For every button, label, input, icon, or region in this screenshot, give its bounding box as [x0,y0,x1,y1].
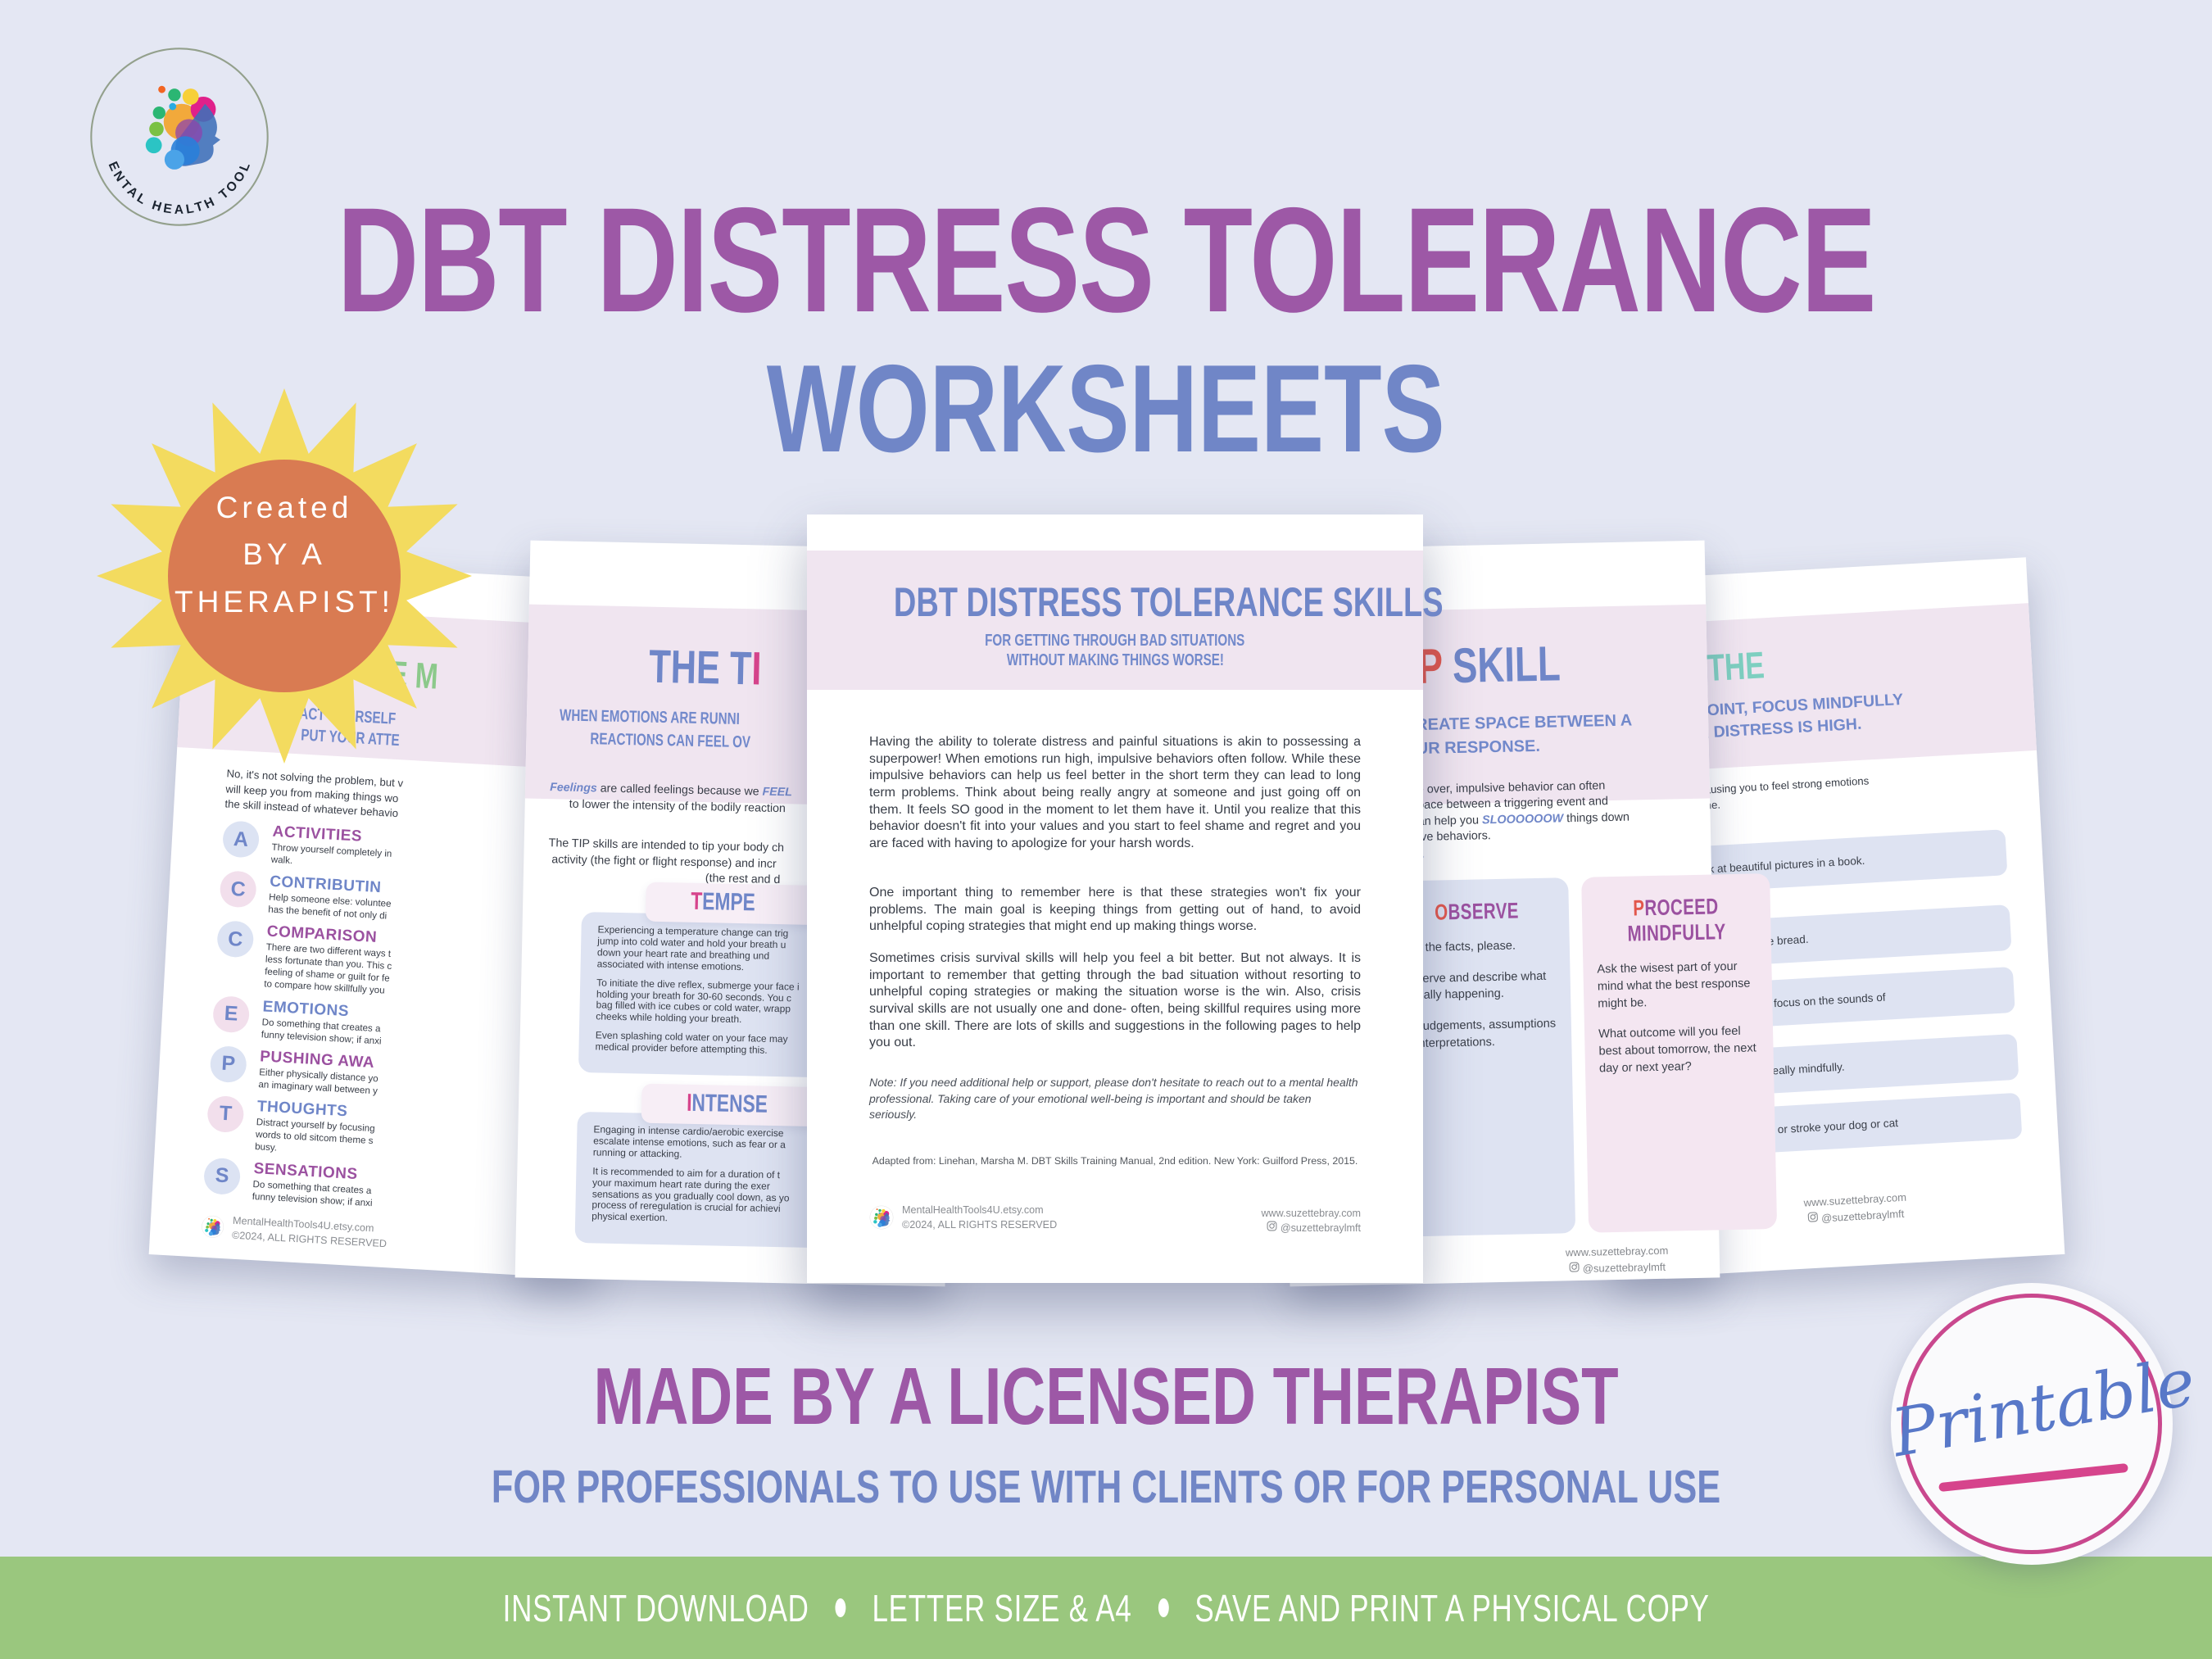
worksheet-title-fragment: THE TI [648,640,763,696]
worksheet-paragraph: e over, impulsive behavior can often pac… [1416,779,1630,845]
worksheet-paragraph: One important thing to remember here is … [869,886,1361,934]
mini-logo-icon [202,1216,224,1238]
worksheet-title-fragment: P SKILL [1416,636,1562,694]
instagram-icon [1807,1211,1818,1222]
worksheet-footer-right: www.suzettebray.com @suzettebraylmft [1261,1208,1361,1235]
page-subtitle: WORKSHEETS [767,339,1445,478]
letter-badge: E [211,995,251,1033]
letter-badge: A [221,820,261,859]
worksheet-paragraph: Sometimes crisis survival skills will he… [869,951,1361,1050]
feature-item: SAVE AND PRINT A PHYSICAL COPY [1194,1586,1710,1630]
worksheet-footer: www.suzettebray.com @suzettebraylmft [1565,1244,1669,1275]
brand-logo: MENTAL HEALTH TOOLS [79,32,274,231]
bullet-dot-icon [1158,1598,1169,1617]
list-item: T THOUGHTS Distract yourself by focusing … [206,1095,544,1169]
printable-badge: Printable [1887,1283,2201,1565]
badge-ring [1902,1294,2162,1554]
worksheet-subtitle: REATE SPACE BETWEEN A UR RESPONSE. [1415,711,1633,759]
worksheet-paragraph: Feelings are called feelings because we … [550,781,793,815]
created-by-therapist-badge: Created BY A THERAPIST! [96,388,473,764]
worksheet-footer-left: MentalHealthTools4U.etsy.com ©2024, ALL R… [869,1203,1057,1233]
worksheet-intro: No, it's not solving the problem, but v … [224,767,404,820]
worksheet-title-fragment: THE [1706,643,1766,690]
worksheet-paragraph: causing you to feel strong emotions ime. [1698,774,1870,813]
mini-logo-icon [869,1205,894,1230]
mental-health-tools-logo-icon: MENTAL HEALTH TOOLS [79,32,269,226]
tagline-secondary: FOR PROFESSIONALS TO USE WITH CLIENTS OR… [491,1461,1721,1513]
list-item: C COMPARISON There are two different ways… [215,920,554,1006]
worksheet-note: Note: If you need additional help or sup… [869,1076,1358,1122]
proceed-mindfully-box: PROCEED MINDFULLY Ask the wisest part of… [1581,873,1778,1233]
worksheet-paragraph: Having the ability to tolerate distress … [869,735,1361,850]
worksheet-footer: www.suzettebray.com @suzettebraylmft [1803,1190,1907,1224]
instagram-icon [1267,1221,1277,1231]
citation: Adapted from: Linehan, Marsha M. DBT Ski… [872,1155,1358,1167]
letter-badge: P [209,1045,247,1083]
worksheet-wise-mind-accepts: ISE M ISTRACT YOURSELF PUT YOUR ATTE No,… [148,557,637,1280]
accepts-list: A ACTIVITIES Throw yourself completely in… [202,820,559,1218]
worksheet-footer: MentalHealthTools4U.etsy.com ©2024, ALL R… [201,1212,388,1252]
letter-badge: T [206,1095,245,1133]
worksheet-distress-tolerance-skills: DBT DISTRESS TOLERANCE SKILLS FOR GETTIN… [807,514,1444,1283]
letter-badge: C [216,920,255,959]
bottom-feature-bar: INSTANT DOWNLOAD LETTER SIZE & A4 SAVE A… [0,1557,2212,1659]
tagline-primary: MADE BY A LICENSED THERAPIST [593,1351,1619,1441]
worksheet-title: DBT DISTRESS TOLERANCE SKILLS [893,579,1444,625]
feature-item: LETTER SIZE & A4 [872,1586,1132,1630]
instagram-icon [1569,1262,1580,1272]
bullet-dot-icon [835,1598,846,1617]
worksheet-subtitle: FOR GETTING THROUGH BAD SITUATIONS WITHO… [985,632,1245,670]
letter-badge: C [219,870,257,909]
letter-badge: S [202,1157,242,1196]
worksheet-self-soothe: THE POINT, FOCUS MINDFULLY R DISTRESS IS… [1574,557,2065,1280]
list-item: S SENSATIONS Do something that creates a … [202,1157,540,1219]
worksheet-stop-skill: P SKILL REATE SPACE BETWEEN A UR RESPONS… [1274,540,1778,1287]
worksheet-paragraph: The TIP skills are intended to tip your … [548,836,785,887]
sun-badge-text: Created BY A THERAPIST! [175,491,394,619]
feature-item: INSTANT DOWNLOAD [502,1586,809,1630]
page-title: DBT DISTRESS TOLERANCE [337,176,1876,343]
worksheet-banner [807,551,1423,690]
